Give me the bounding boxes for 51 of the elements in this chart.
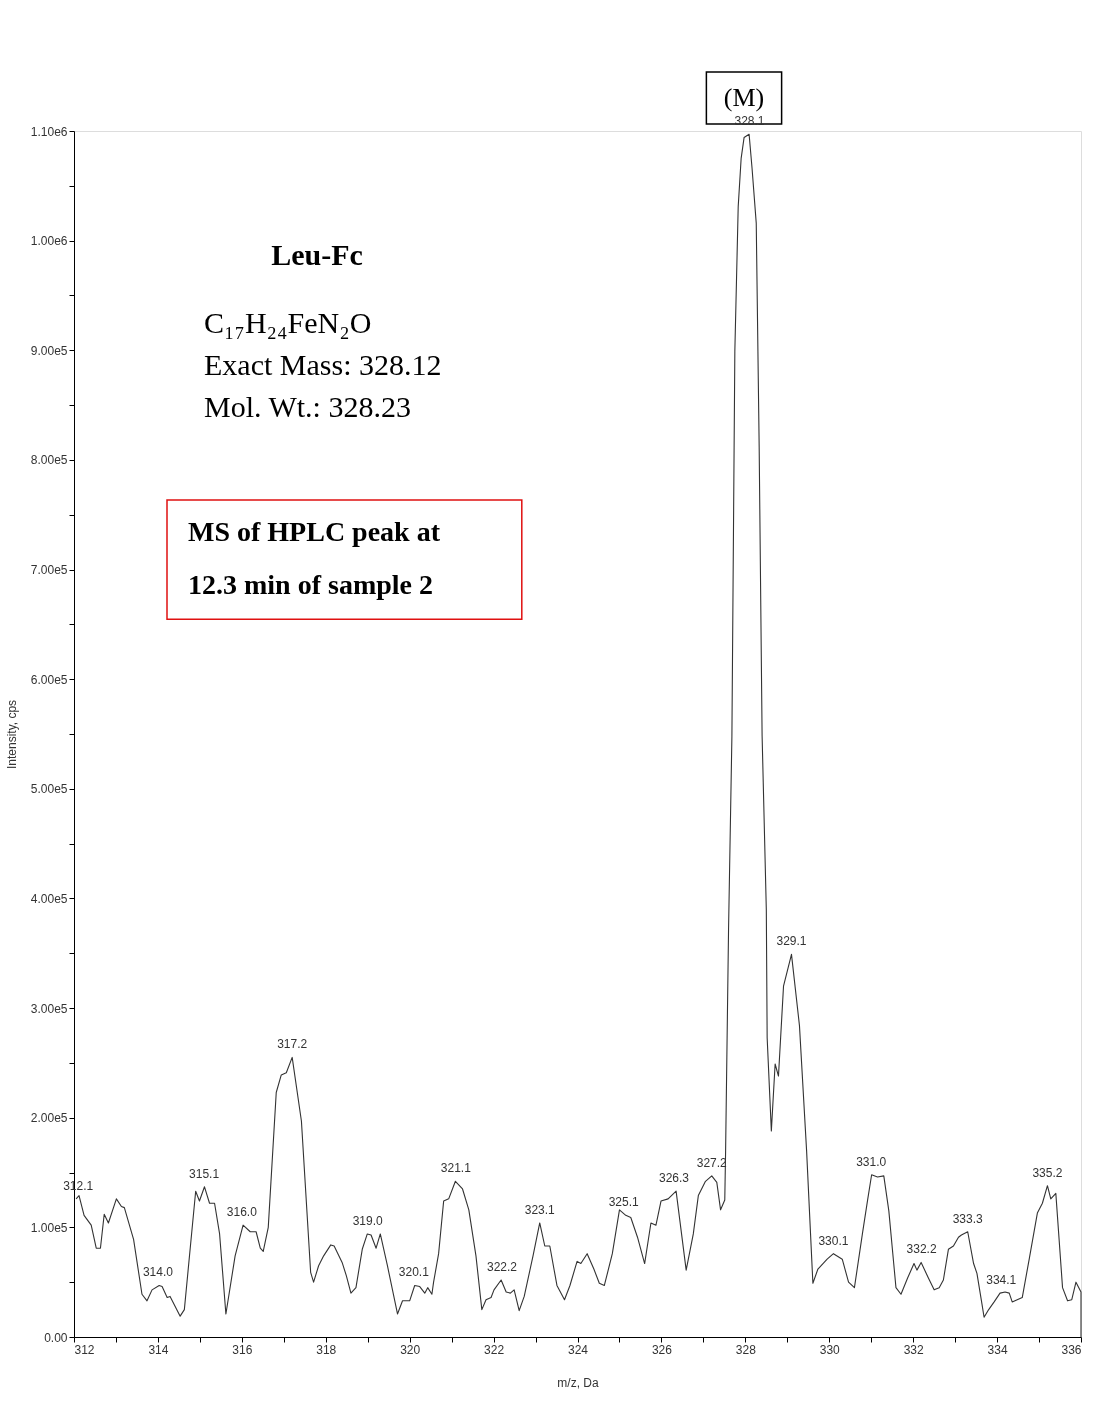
- annotation: Leu-Fc: [271, 238, 363, 271]
- y-tick-label: 5.00e5: [30, 782, 68, 797]
- annotation: Exact Mass: 328.12: [204, 348, 442, 381]
- y-tick-label: 6.00e5: [30, 672, 68, 687]
- annotation: 320.1: [398, 1265, 430, 1280]
- x-tick-label: 314: [148, 1342, 169, 1357]
- y-tick-label: 8.00e5: [30, 453, 68, 468]
- x-tick-label: 316: [232, 1342, 253, 1357]
- y-tick-label: 0.00: [44, 1330, 68, 1345]
- annotation: 321.1: [440, 1161, 472, 1176]
- annotation: 314.0: [142, 1265, 174, 1280]
- annotation: 331.0: [856, 1154, 887, 1169]
- annotation: 315.1: [189, 1166, 220, 1181]
- annotation: MS of HPLC peak at 12.3 min of sample 2: [188, 516, 441, 601]
- annotation: 334.1: [986, 1273, 1017, 1288]
- x-tick-label: 334: [987, 1342, 1008, 1357]
- y-tick-label: 7.00e5: [30, 563, 68, 578]
- y-tick-label: 3.00e5: [30, 1001, 68, 1016]
- annotation: 316.0: [226, 1205, 258, 1220]
- x-tick-label: 324: [567, 1342, 589, 1357]
- annotation: 333.3: [952, 1211, 984, 1226]
- x-tick-label: 330: [819, 1342, 841, 1357]
- y-tick-label: 2.00e5: [30, 1111, 68, 1126]
- annotation: C₁₇H₂₄FeN₂O: [204, 306, 372, 339]
- x-tick-label: 332: [903, 1342, 924, 1357]
- x-tick-label: 328: [735, 1342, 757, 1357]
- y-tick-label: 4.00e5: [30, 891, 68, 906]
- y-tick-label: 9.00e5: [30, 343, 68, 358]
- annotation: 332.2: [906, 1242, 937, 1257]
- x-tick-label: 336: [1061, 1342, 1082, 1357]
- annotation: 329.1: [776, 934, 807, 949]
- annotation: 326.3: [658, 1171, 690, 1186]
- x-tick-label: 322: [484, 1342, 505, 1357]
- x-tick-label: 326: [651, 1342, 673, 1357]
- y-tick-label: 1.00e6: [30, 234, 68, 249]
- annotation: 330.1: [818, 1233, 849, 1248]
- x-tick-label: 312: [74, 1342, 95, 1357]
- y-tick-label: 1.10e6: [30, 124, 68, 139]
- annotation: 317.2: [277, 1037, 308, 1052]
- y-tick-label: 1.00e5: [30, 1220, 68, 1235]
- annotation: 323.1: [524, 1202, 556, 1217]
- text: (M): [723, 83, 765, 112]
- annotation: Mol. Wt.: 328.23: [204, 390, 411, 423]
- y-axis-title: Intensity, cps: [4, 699, 19, 770]
- x-tick-label: 320: [400, 1342, 421, 1357]
- annotation: 325.1: [608, 1195, 639, 1210]
- annotation: 322.2: [486, 1259, 518, 1274]
- x-tick-label: 318: [316, 1342, 337, 1357]
- x-axis-title: m/z, Da: [557, 1375, 599, 1390]
- annotation: 319.0: [352, 1213, 384, 1228]
- annotation: 335.2: [1032, 1165, 1063, 1180]
